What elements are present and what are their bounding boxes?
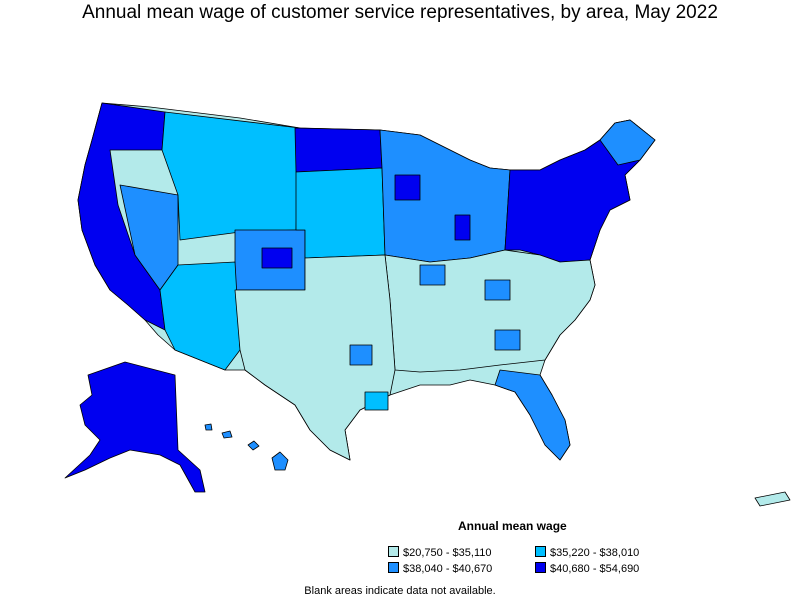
legend-item: $20,750 - $35,110 [388,546,491,559]
region-dallas [349,344,373,366]
legend-label: $38,040 - $40,670 [403,563,493,575]
legend-item: $38,040 - $40,670 [388,562,492,575]
region-hawaii-maui [247,440,260,451]
legend-swatch [388,562,399,573]
legend-swatch [388,546,399,557]
region-florida [494,369,571,461]
legend-label: $20,750 - $35,110 [403,547,492,559]
region-kentucky-metro [484,279,511,301]
legend-title: Annual mean wage [458,519,567,533]
legend-swatch [535,562,546,573]
region-mid-south [384,249,596,373]
region-northern-new-england [599,119,656,166]
region-puerto-rico [754,491,791,507]
region-georgia-metro [494,329,521,351]
region-mountain-west [161,111,301,241]
region-pacific-coast [77,102,166,331]
region-hawaii-kauai [204,423,213,431]
region-texas [234,254,396,461]
footnote: Blank areas indicate data not available. [304,585,496,597]
region-northern-plains [294,127,383,173]
region-central-plains [295,167,386,259]
map-title: Annual mean wage of customer service rep… [82,2,718,23]
legend-item: $35,220 - $38,010 [535,546,639,559]
legend-label: $35,220 - $38,010 [550,547,640,559]
region-minneapolis [394,174,421,201]
region-alaska [64,361,206,493]
region-denver [261,247,293,269]
region-chicago [454,214,471,241]
legend-item: $40,680 - $54,690 [535,562,639,575]
region-missouri-metro [419,264,446,286]
legend-label: $40,680 - $54,690 [550,563,640,575]
region-houston [364,391,389,411]
region-southwest [159,261,241,371]
region-hawaii-oahu [221,430,233,439]
region-hawaii-big-island [271,451,289,471]
legend-swatch [535,546,546,557]
